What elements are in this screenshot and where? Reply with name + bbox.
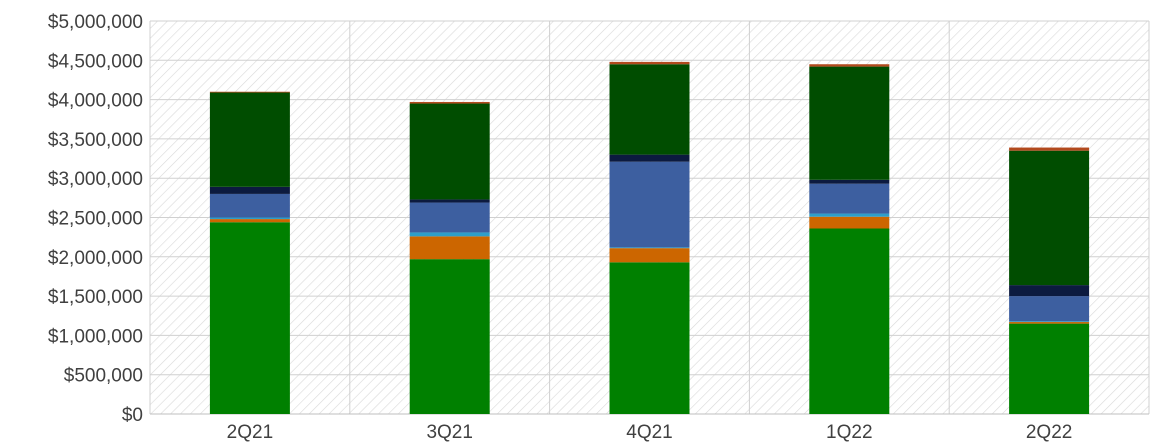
bar-segment: [1009, 296, 1090, 322]
bar-segment: [609, 154, 690, 162]
bars: [209, 61, 1090, 414]
bar-segment: [409, 202, 490, 233]
bar-segment: [609, 248, 690, 263]
bar-segment: [1009, 147, 1090, 151]
y-tick-label: $500,000: [64, 366, 143, 387]
x-axis: 2Q21 3Q21 4Q21 1Q22 2Q22: [227, 422, 1073, 443]
bar-segment: [409, 259, 490, 414]
bar-segment: [209, 186, 290, 194]
bar-segment: [409, 103, 490, 200]
x-tick-label: 4Q21: [626, 422, 672, 443]
bar-segment: [209, 219, 290, 223]
bar-segment: [409, 236, 490, 260]
bar-segment: [809, 216, 890, 229]
bar-segment: [409, 199, 490, 203]
bar-segment: [209, 222, 290, 414]
bar-segment: [809, 183, 890, 214]
bar-segment: [609, 262, 690, 414]
bar-segment: [409, 232, 490, 237]
x-tick-label: 2Q22: [1026, 422, 1072, 443]
y-tick-label: $3,500,000: [48, 130, 143, 151]
bar-segment: [209, 193, 290, 218]
y-tick-label: $1,500,000: [48, 287, 143, 308]
bar-segment: [809, 179, 890, 184]
bar-segment: [1009, 285, 1090, 297]
bar-segment: [209, 92, 290, 187]
y-tick-label: $2,000,000: [48, 248, 143, 269]
bar-segment: [809, 213, 890, 217]
bar-segment: [1009, 322, 1090, 324]
y-tick-label: $5,000,000: [48, 12, 143, 33]
bar-segment: [209, 217, 290, 220]
y-tick-label: $3,000,000: [48, 169, 143, 190]
bar-segment: [609, 161, 690, 248]
y-tick-label: $1,000,000: [48, 326, 143, 347]
y-axis: $0 $500,000 $1,000,000 $1,500,000 $2,000,000…: [48, 12, 143, 426]
y-tick-label: $2,500,000: [48, 209, 143, 230]
bar-segment: [1009, 321, 1090, 323]
bar-segment: [609, 61, 690, 65]
bar-segment: [609, 247, 690, 249]
bar-segment: [809, 66, 890, 180]
x-tick-label: 1Q22: [826, 422, 872, 443]
bar-segment: [1009, 150, 1090, 286]
bar-segment: [809, 228, 890, 414]
x-tick-label: 3Q21: [426, 422, 472, 443]
bar-segment: [209, 91, 290, 93]
y-tick-label: $4,000,000: [48, 91, 143, 112]
bar-segment: [809, 64, 890, 67]
bar-segment: [609, 64, 690, 155]
y-tick-label: $0: [122, 405, 143, 426]
y-tick-label: $4,500,000: [48, 51, 143, 72]
bar-segment: [409, 101, 490, 104]
bar-segment: [1009, 323, 1090, 414]
x-tick-label: 2Q21: [227, 422, 273, 443]
